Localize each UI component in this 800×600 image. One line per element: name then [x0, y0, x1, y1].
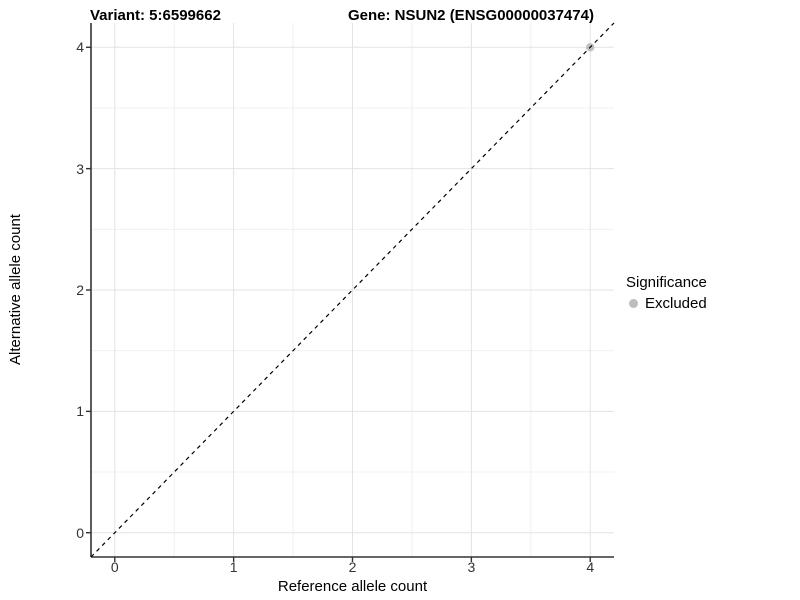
x-tick-label: 3 [467, 559, 476, 575]
x-tick-label: 4 [586, 559, 595, 575]
legend-title: Significance [626, 274, 707, 291]
x-tick-label: 2 [348, 559, 357, 575]
gene-title: Gene: NSUN2 (ENSG00000037474) [348, 7, 594, 24]
legend: Significance Excluded [626, 272, 707, 314]
y-axis-title: Alternative allele count [7, 214, 24, 365]
legend-item-excluded: Excluded [626, 293, 707, 314]
x-tick-label: 1 [229, 559, 238, 575]
y-tick-label: 0 [76, 524, 84, 541]
y-tick-label: 1 [76, 403, 84, 420]
plot-canvas [86, 22, 615, 562]
y-tick-label: 3 [76, 160, 84, 177]
plot-panel [86, 22, 615, 562]
x-axis-title: Reference allele count [277, 578, 428, 595]
y-tick-label: 2 [76, 282, 84, 298]
x-tick-label: 0 [110, 559, 119, 575]
legend-item-label: Excluded [645, 295, 707, 312]
y-tick-label: 4 [76, 39, 84, 56]
variant-title: Variant: 5:6599662 [90, 7, 221, 24]
excluded-marker-icon [629, 299, 638, 308]
